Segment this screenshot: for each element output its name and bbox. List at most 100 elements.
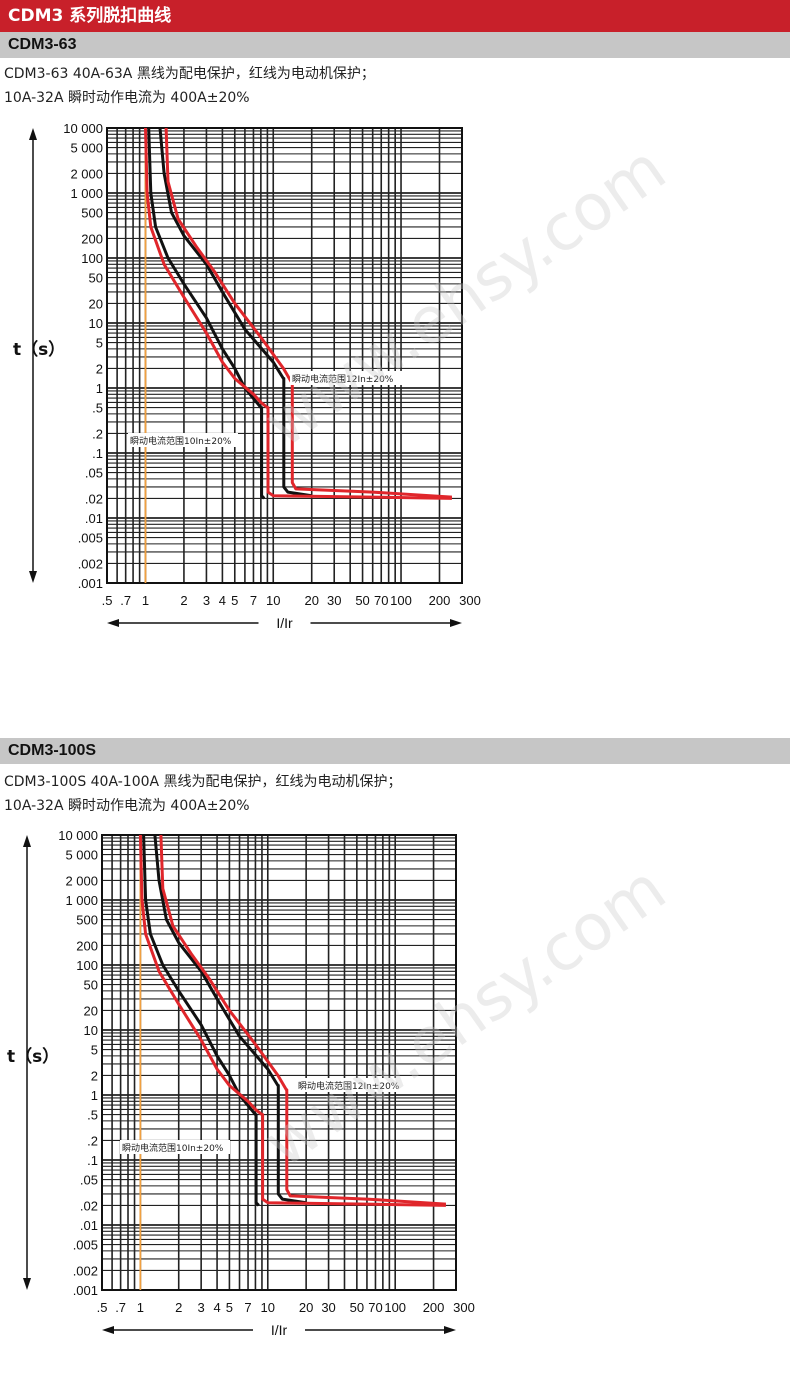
- x-tick-label: 1: [142, 593, 149, 608]
- y-tick-label: 2: [96, 361, 103, 376]
- y-tick-label: 10: [89, 316, 103, 331]
- x-tick-label: .5: [97, 1300, 108, 1315]
- y-tick-label: 2 000: [65, 873, 98, 888]
- y-tick-label: .005: [78, 531, 103, 546]
- x-tick-label: 50: [355, 593, 369, 608]
- y-tick-label: 5: [96, 336, 103, 351]
- series-line-red: [159, 834, 446, 1206]
- grid: [101, 834, 457, 1291]
- annotation-box: 瞬动电流范围12In±20%: [290, 371, 414, 385]
- y-tick-label: 1 000: [70, 186, 103, 201]
- y-tick-label: .1: [92, 446, 103, 461]
- x-tick-label: .7: [120, 593, 131, 608]
- x-tick-label: 5: [226, 1300, 233, 1315]
- y-tick-label: .2: [87, 1133, 98, 1148]
- annotation-background: [128, 433, 238, 447]
- x-tick-label: 300: [453, 1300, 475, 1315]
- y-axis-label: t（s）: [7, 1046, 59, 1067]
- x-tick-label: .7: [115, 1300, 126, 1315]
- annotation-background: [120, 1140, 230, 1154]
- y-tick-label: 1 000: [65, 893, 98, 908]
- x-axis-label: I/Ir: [271, 1322, 288, 1338]
- y-tick-label: .05: [85, 466, 103, 481]
- x-tick-label: 3: [198, 1300, 205, 1315]
- x-tick-label: 30: [321, 1300, 335, 1315]
- y-tick-label: .02: [80, 1198, 98, 1213]
- y-tick-label: .01: [85, 511, 103, 526]
- description-line-2: 10A-32A 瞬时动作电流为 400A±20%: [4, 90, 250, 106]
- x-tick-label: 100: [384, 1300, 406, 1315]
- annotation-label: 瞬动电流范围12In±20%: [298, 1080, 400, 1092]
- section-title-cdm3-63: CDM3-63: [0, 32, 790, 58]
- y-tick-label: .05: [80, 1173, 98, 1188]
- x-tick-label: 50: [350, 1300, 364, 1315]
- description-line-1: CDM3-63 40A-63A 黑线为配电保护，红线为电动机保护；: [4, 66, 375, 82]
- y-tick-label: 1: [96, 381, 103, 396]
- y-tick-label: .001: [78, 576, 103, 591]
- arrow-right-icon: [450, 619, 462, 627]
- y-tick-label: .02: [85, 491, 103, 506]
- section-title-cdm3-100s: CDM3-100S: [0, 738, 790, 764]
- series-line-red: [164, 127, 452, 499]
- series-line-black: [147, 127, 266, 500]
- annotation-box: 瞬动电流范围10In±20%: [120, 1140, 230, 1154]
- series-line-red: [144, 127, 452, 500]
- section-description: CDM3-100S 40A-100A 黑线为配电保护，红线为电动机保护； 10A…: [4, 770, 402, 818]
- y-axis-label: t（s）: [13, 339, 65, 360]
- x-tick-label: 2: [180, 593, 187, 608]
- plot-frame: [101, 834, 457, 1291]
- x-tick-label: 300: [459, 593, 481, 608]
- series-line-black: [142, 834, 260, 1207]
- y-tick-label: .005: [73, 1238, 98, 1253]
- y-tick-label: .1: [87, 1153, 98, 1168]
- y-tick-label: .5: [87, 1108, 98, 1123]
- arrow-up-icon: [23, 835, 31, 847]
- y-tick-label: 50: [84, 978, 98, 993]
- annotation-box: 瞬动电流范围12In±20%: [296, 1078, 412, 1092]
- annotation-label: 瞬动电流范围12In±20%: [292, 373, 394, 385]
- arrow-left-icon: [107, 619, 119, 627]
- x-tick-label: 1: [137, 1300, 144, 1315]
- x-tick-label: 20: [304, 593, 318, 608]
- x-tick-label: 70: [368, 1300, 382, 1315]
- x-tick-label: .5: [102, 593, 113, 608]
- series-line-black: [158, 127, 312, 498]
- y-tick-label: .002: [78, 556, 103, 571]
- x-tick-label: 30: [327, 593, 341, 608]
- series-line-red: [138, 834, 446, 1207]
- annotation-background: [290, 371, 414, 385]
- x-tick-label: 4: [213, 1300, 220, 1315]
- plot-frame: [106, 127, 463, 584]
- y-tick-label: .001: [73, 1283, 98, 1298]
- x-tick-label: 2: [175, 1300, 182, 1315]
- x-tick-label: 100: [390, 593, 412, 608]
- y-tick-label: 100: [81, 251, 103, 266]
- x-tick-label: 7: [250, 593, 257, 608]
- grid: [106, 127, 463, 584]
- y-tick-label: 500: [76, 913, 98, 928]
- y-tick-label: 2: [91, 1068, 98, 1083]
- y-tick-label: 20: [84, 1003, 98, 1018]
- y-tick-label: 10 000: [63, 121, 103, 136]
- x-tick-label: 7: [244, 1300, 251, 1315]
- y-tick-label: 10: [84, 1023, 98, 1038]
- x-tick-label: 10: [261, 1300, 275, 1315]
- y-tick-label: 5 000: [65, 848, 98, 863]
- y-tick-label: 500: [81, 206, 103, 221]
- annotation-background: [296, 1078, 412, 1092]
- arrow-down-icon: [23, 1278, 31, 1290]
- y-tick-label: .5: [92, 401, 103, 416]
- series-line-black: [153, 834, 307, 1205]
- y-tick-label: .002: [73, 1263, 98, 1278]
- y-tick-label: 200: [76, 938, 98, 953]
- y-tick-label: .01: [80, 1218, 98, 1233]
- y-tick-label: 10 000: [58, 828, 98, 843]
- y-tick-label: 50: [89, 271, 103, 286]
- trip-curve-chart-cdm3-100s: 瞬动电流范围10In±20% 瞬动电流范围12In±20% 10 000 5 000 2…: [7, 828, 475, 1338]
- page-title: CDM3 系列脱扣曲线: [0, 0, 790, 32]
- y-tick-label: 20: [89, 296, 103, 311]
- y-tick-label: 5 000: [70, 141, 103, 156]
- y-tick-label: 100: [76, 958, 98, 973]
- annotation-label: 瞬动电流范围10In±20%: [122, 1142, 224, 1154]
- x-tick-label: 10: [266, 593, 280, 608]
